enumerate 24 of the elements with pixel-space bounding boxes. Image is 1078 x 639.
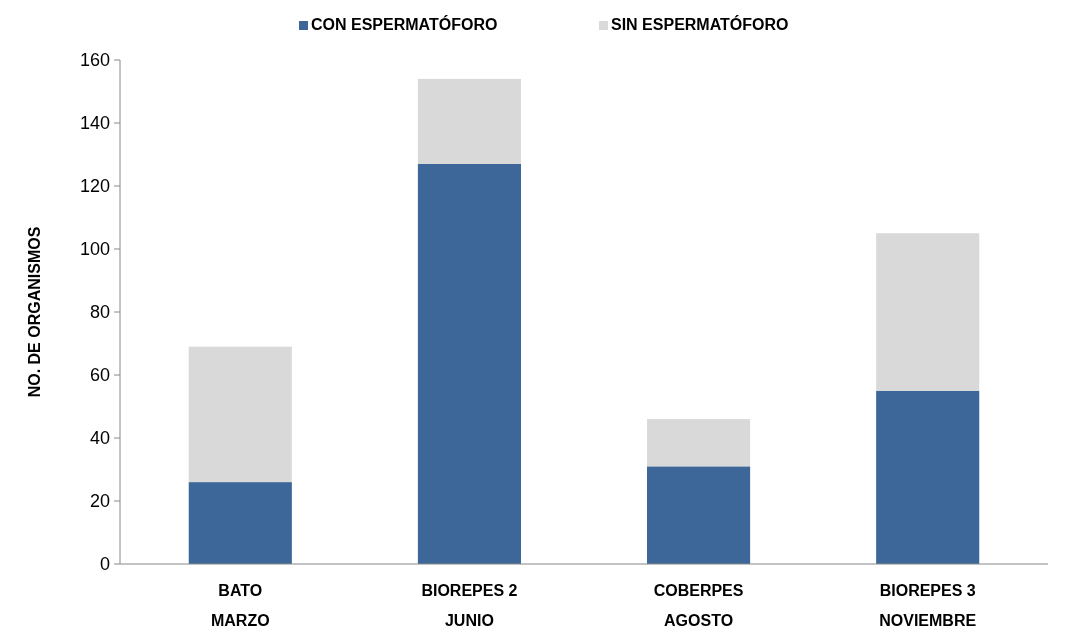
x-tick-label: BIOREPES 3 NOVIEMBRE [879,582,977,629]
x-tick-label: COBERPES AGOSTO [653,582,744,629]
y-tick-label: 20 [89,491,110,512]
bar [188,346,292,483]
y-tick-label: 40 [89,428,110,449]
bar [647,466,751,564]
legend-label: SIN ESPERMATÓFORO [611,15,789,33]
y-tick-label: 0 [99,554,110,575]
y-tick-label: 140 [79,113,110,134]
y-tick-label: 60 [89,365,110,386]
y-axis-title: NO. DE ORGANISMOS [26,226,43,398]
y-tick-label: 100 [79,239,110,260]
x-tick-label: BIOREPES 2 JUNIO [421,582,518,629]
y-tick-label: 160 [79,50,110,71]
legend-label: CON ESPERMATÓFORO [311,15,498,33]
bar [417,163,521,564]
y-tick-label: 80 [89,302,110,323]
bar [188,482,292,564]
y-tick-label: 120 [79,176,110,197]
bar [876,233,980,391]
bar [647,419,751,467]
x-tick-label: BATO MARZO [210,582,270,629]
bar [876,390,980,564]
bar [417,78,521,164]
